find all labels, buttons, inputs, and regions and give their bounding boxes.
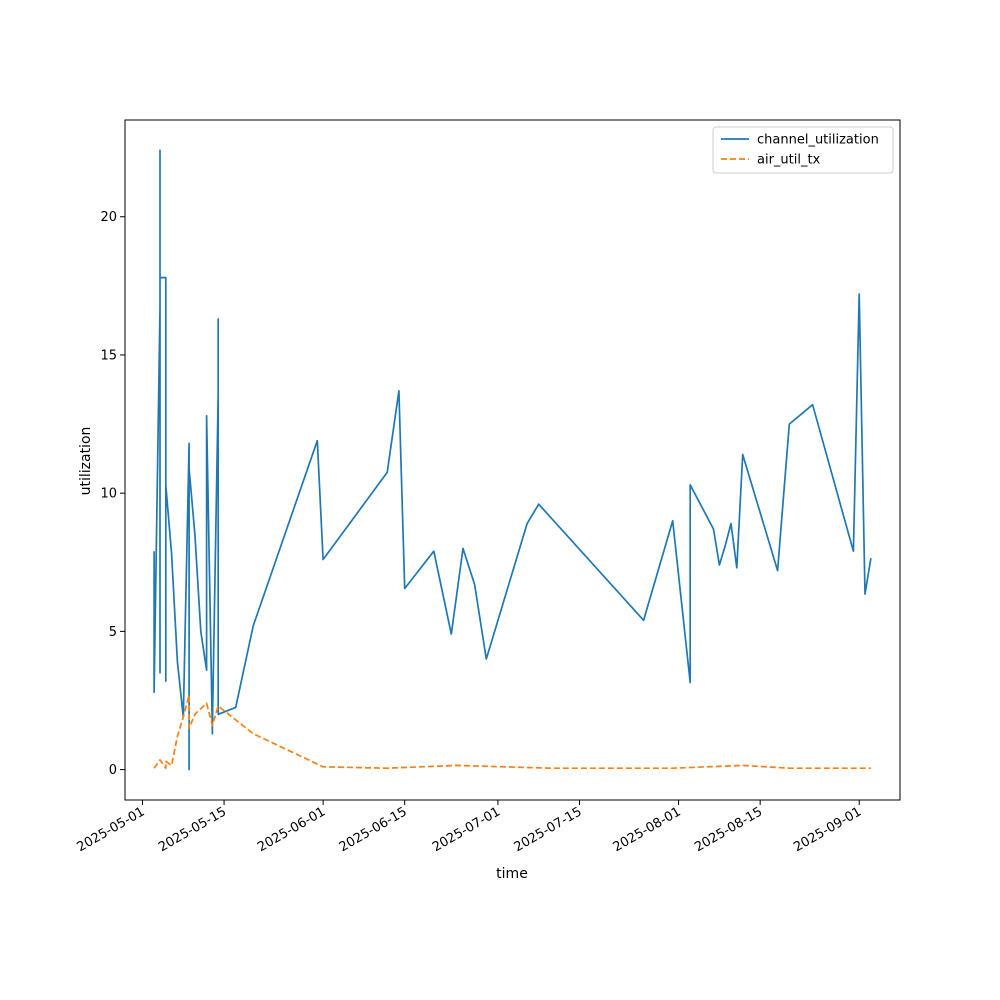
series-line-channel-utilization [153, 149, 872, 771]
legend-label-air-util-tx: air_util_tx [757, 153, 821, 168]
y-tick-label: 0 [109, 763, 117, 778]
plot-frame [124, 119, 901, 801]
legend-box [712, 126, 894, 174]
y-tick-label: 15 [100, 348, 117, 363]
y-tick-label: 5 [109, 625, 117, 640]
y-tick-label: 10 [100, 487, 117, 502]
legend-label-channel-utilization: channel_utilization [757, 133, 879, 148]
x-axis-label: time [496, 866, 528, 882]
y-tick-label: 20 [100, 210, 117, 225]
legend: channel_utilization air_util_tx [712, 126, 894, 174]
series-line-air-util-tx [153, 694, 871, 770]
plot-layer [153, 149, 872, 771]
y-axis-label: utilization [78, 427, 94, 496]
